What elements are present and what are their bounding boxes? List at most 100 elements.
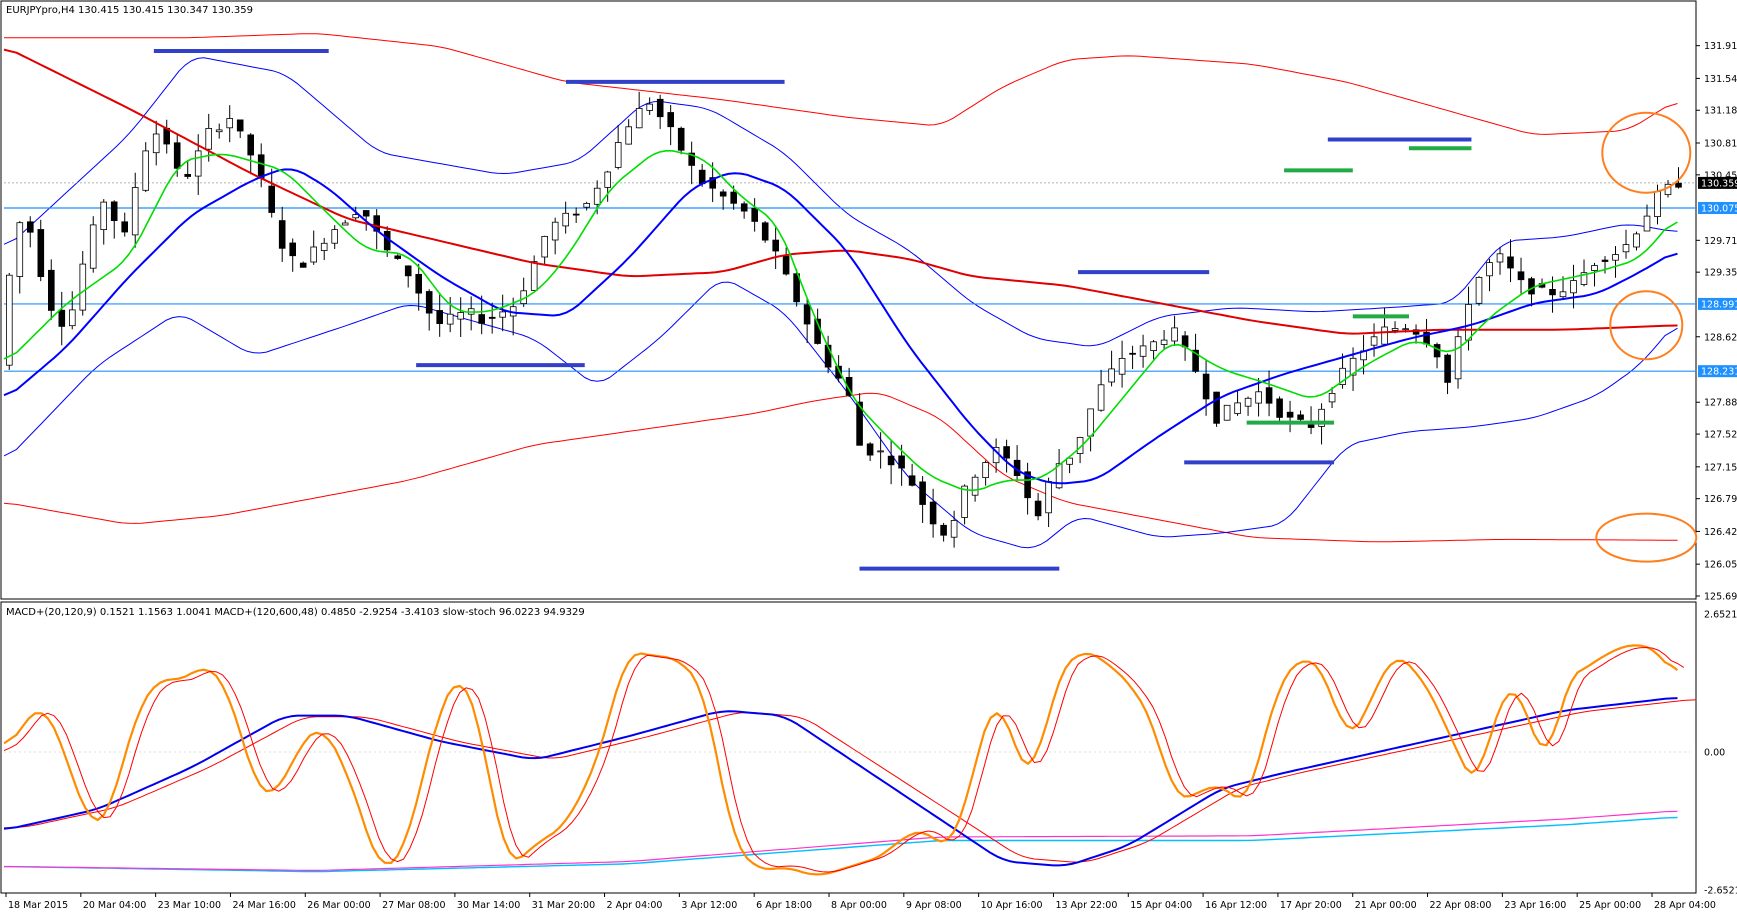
candle (583, 201, 590, 211)
x-tick-label: 18 Mar 2015 (8, 900, 68, 911)
candle (184, 159, 192, 180)
main-title: EURJPYpro,H4 130.415 130.415 130.347 130… (6, 5, 253, 16)
current-price-box (1698, 176, 1737, 189)
candle (1559, 276, 1567, 300)
y-tick-label: 126.050 (1704, 560, 1737, 571)
ma-mid-line (3, 168, 1678, 485)
candle (950, 510, 958, 548)
candle (436, 292, 443, 337)
candle (719, 189, 727, 210)
candle (1612, 246, 1619, 278)
candle (457, 297, 464, 337)
candle (79, 251, 87, 316)
indicator-title: MACD+(20,120,9) 0.1521 1.1563 1.0041 MAC… (6, 607, 585, 618)
candle (110, 200, 118, 239)
candle (404, 265, 412, 288)
candle (89, 216, 97, 273)
candle (26, 216, 34, 248)
candle (688, 141, 695, 185)
candle (604, 170, 611, 202)
candle (1108, 350, 1115, 387)
candle (1444, 353, 1451, 395)
y-tick-label: 130.450 (1704, 170, 1737, 181)
candle (121, 212, 129, 237)
y-tick-label: 126.790 (1704, 494, 1737, 505)
y-tick-label: 129.710 (1704, 236, 1737, 247)
candle (677, 126, 685, 155)
candle (1276, 396, 1283, 424)
candle (1549, 276, 1556, 313)
x-tick-label: 20 Mar 04:00 (83, 900, 146, 911)
x-tick-label: 17 Apr 20:00 (1280, 900, 1342, 911)
candle (1129, 345, 1136, 370)
candle (247, 133, 255, 175)
candle (709, 162, 716, 203)
x-tick-label: 25 Apr 00:00 (1579, 900, 1641, 911)
candle (1066, 457, 1073, 474)
candle (541, 235, 548, 265)
candle (425, 289, 433, 331)
candle (1139, 334, 1147, 368)
y-tick-label: 128.620 (1704, 332, 1737, 343)
candle (1003, 439, 1010, 473)
current-price-label: 130.359 (1701, 178, 1737, 189)
x-tick-label: 23 Mar 10:00 (158, 900, 221, 911)
ma-fast-line (3, 150, 1678, 492)
candle (499, 294, 506, 332)
y-tick-label: 131.910 (1704, 41, 1737, 52)
ma-slow-line (3, 48, 1678, 335)
candle (562, 201, 569, 234)
candle (1570, 264, 1577, 309)
x-tick-label: 31 Mar 20:00 (532, 900, 595, 911)
x-tick-label: 15 Apr 04:00 (1130, 900, 1192, 911)
x-tick-label: 8 Apr 00:00 (831, 900, 887, 911)
candle (1034, 492, 1042, 521)
x-tick-label: 2 Apr 04:00 (607, 900, 663, 911)
candle (740, 201, 748, 219)
candle (782, 247, 790, 276)
candle (656, 94, 664, 129)
candle (446, 296, 454, 333)
candle (131, 172, 139, 248)
candle (289, 238, 296, 272)
candle (1601, 256, 1609, 274)
candle (1244, 396, 1252, 416)
candle (48, 259, 55, 320)
candle (1339, 353, 1346, 389)
level-label: 128.231 (1701, 367, 1737, 378)
candle (1118, 340, 1126, 388)
candle (772, 225, 779, 270)
candle (352, 206, 359, 220)
macd-slow-signal-line (4, 810, 1678, 871)
candle (908, 463, 916, 487)
candle (278, 206, 286, 262)
candle (793, 268, 800, 307)
macd-slow-main-line (4, 816, 1678, 873)
candle (299, 261, 307, 268)
y-tick-label: 127.150 (1704, 462, 1737, 473)
macd-fast-main-line (3, 697, 1678, 867)
candle (635, 91, 643, 129)
x-tick-label: 23 Apr 16:00 (1504, 900, 1566, 911)
envelope-lower-line (3, 392, 1678, 543)
candle (1622, 229, 1630, 259)
candle (856, 393, 863, 446)
x-tick-label: 3 Apr 12:00 (681, 900, 737, 911)
candle (100, 199, 108, 245)
candle (667, 105, 674, 146)
candle (1160, 330, 1168, 350)
x-tick-label: 27 Mar 08:00 (382, 900, 445, 911)
y-tick-label: 125.690 (1704, 592, 1737, 603)
candle (1255, 378, 1262, 417)
candle (1381, 307, 1388, 347)
y-tick-label: 130.810 (1704, 138, 1737, 149)
candle (961, 484, 968, 525)
highlight-ellipse (1595, 512, 1698, 563)
price-axis: 131.910 131.540 131.180 130.810 130.450 129.7… (1696, 41, 1737, 897)
candle (310, 230, 317, 265)
candle (1591, 262, 1598, 287)
candle (803, 298, 811, 344)
candle (488, 302, 496, 334)
candle (152, 120, 160, 166)
